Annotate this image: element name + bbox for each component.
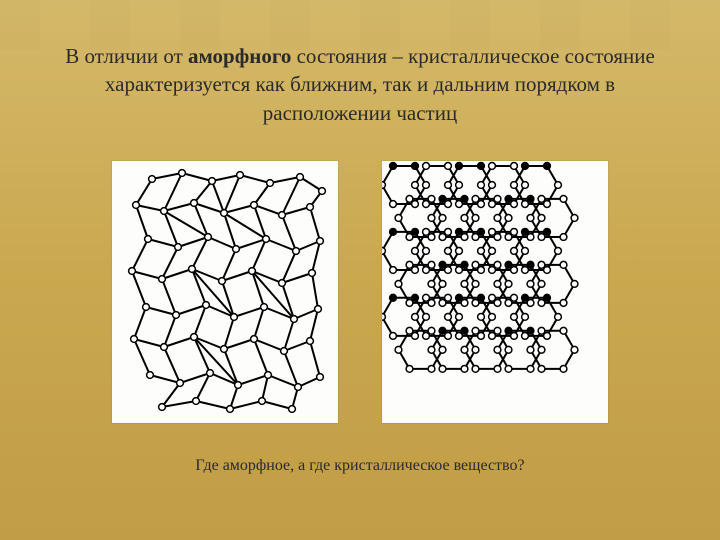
title-bold: аморфного (188, 44, 291, 68)
title-pre: В отличии от (65, 44, 188, 68)
figure-amorphous (112, 161, 338, 423)
figure-crystalline (382, 161, 608, 423)
amorphous-diagram (112, 161, 338, 423)
crystalline-diagram (382, 161, 608, 423)
slide-title: В отличии от аморфного состояния – крист… (0, 0, 720, 127)
figure-row (0, 161, 720, 423)
slide-caption: Где аморфное, а где кристаллическое веще… (0, 457, 720, 475)
